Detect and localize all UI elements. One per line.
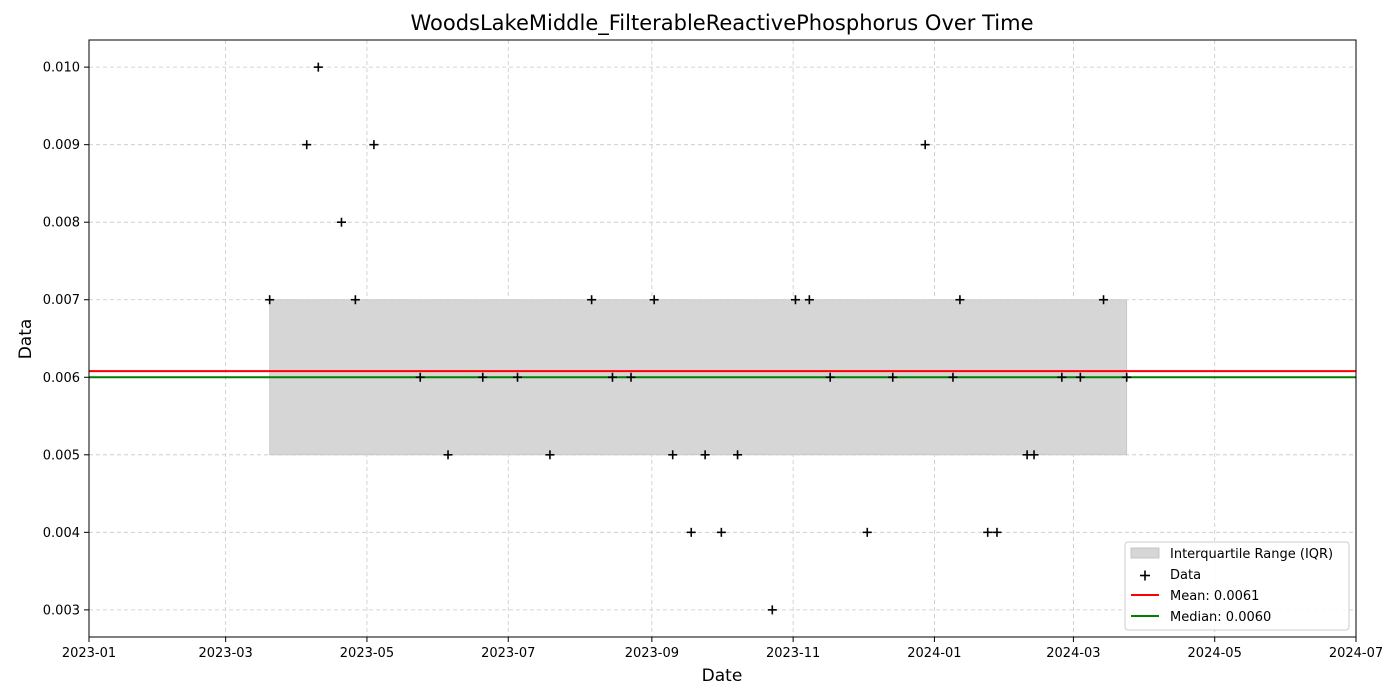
y-tick-label: 0.009 — [43, 138, 80, 153]
data-point — [825, 372, 835, 382]
data-point — [1057, 372, 1067, 382]
data-point — [1029, 450, 1039, 460]
data-point — [992, 527, 1002, 537]
data-point — [1075, 372, 1085, 382]
data-point — [626, 372, 636, 382]
data-point — [587, 295, 597, 305]
data-point — [649, 295, 659, 305]
data-point — [443, 450, 453, 460]
legend-data-label: Data — [1170, 568, 1201, 583]
y-tick-label: 0.008 — [43, 216, 80, 231]
legend-box — [1124, 541, 1350, 631]
x-tick-label: 2023-07 — [481, 646, 535, 661]
y-tick-label: 0.010 — [43, 61, 80, 76]
y-tick-label: 0.004 — [43, 526, 80, 541]
data-point — [302, 140, 312, 150]
x-tick-label: 2023-05 — [340, 646, 394, 661]
y-tick-label: 0.007 — [43, 293, 80, 308]
data-point — [767, 605, 777, 615]
data-point — [336, 217, 346, 227]
legend: Interquartile Range (IQR) Data Mean: 0.0… — [1124, 541, 1350, 631]
data-point — [668, 450, 678, 460]
data-point — [265, 295, 275, 305]
data-point — [313, 62, 323, 72]
x-tick-label: 2023-09 — [625, 646, 679, 661]
data-point — [983, 527, 993, 537]
y-axis-ticks: 0.003 0.004 0.005 0.006 0.007 0.008 0.009 0.010 — [43, 61, 89, 618]
x-axis-ticks: 2023-01 2023-03 2023-05 2023-07 2023-09 2023-… — [62, 637, 1383, 661]
data-point — [1122, 372, 1132, 382]
data-point — [686, 527, 696, 537]
data-point — [955, 295, 965, 305]
data-point — [369, 140, 379, 150]
data-point — [607, 372, 617, 382]
legend-data-marker — [1140, 570, 1150, 581]
x-tick-label: 2024-01 — [907, 646, 961, 661]
data-point — [700, 450, 710, 460]
data-point — [733, 450, 743, 460]
x-tick-label: 2023-11 — [766, 646, 820, 661]
chart-title: WoodsLakeMiddle_FilterableReactivePhosph… — [410, 11, 1033, 36]
x-tick-label: 2023-01 — [62, 646, 116, 661]
y-tick-label: 0.006 — [43, 371, 80, 386]
data-point — [790, 295, 800, 305]
y-axis-label: Data — [16, 319, 36, 360]
legend-mean-label: Mean: 0.0061 — [1170, 589, 1259, 604]
legend-median-label: Median: 0.0060 — [1170, 610, 1271, 625]
x-tick-label: 2024-05 — [1188, 646, 1242, 661]
data-point — [716, 527, 726, 537]
data-point — [1099, 295, 1109, 305]
data-points — [265, 62, 1132, 615]
data-point — [920, 140, 930, 150]
legend-iqr-label: Interquartile Range (IQR) — [1170, 547, 1333, 562]
data-point — [862, 527, 872, 537]
data-point — [350, 295, 360, 305]
data-point — [888, 372, 898, 382]
data-point — [513, 372, 523, 382]
y-tick-label: 0.005 — [43, 448, 80, 463]
data-point — [415, 372, 425, 382]
data-point — [545, 450, 555, 460]
data-point — [804, 295, 814, 305]
plot-frame — [88, 39, 1357, 638]
data-point — [478, 372, 488, 382]
data-point — [948, 372, 958, 382]
plot-area — [88, 40, 1357, 637]
x-tick-label: 2024-03 — [1046, 646, 1100, 661]
legend-iqr-swatch — [1130, 547, 1160, 559]
y-tick-label: 0.003 — [43, 603, 80, 618]
x-axis-label: Date — [702, 666, 743, 686]
x-tick-label: 2023-03 — [198, 646, 252, 661]
x-tick-label: 2024-07 — [1329, 646, 1383, 661]
